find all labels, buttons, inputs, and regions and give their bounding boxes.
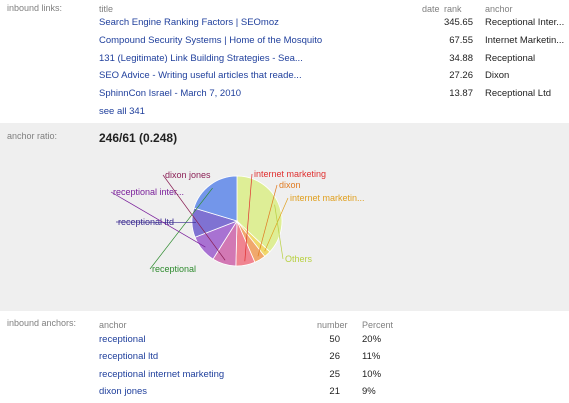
anchor-text-link[interactable]: receptional ltd <box>99 351 159 362</box>
link-anchor: Internet Marketin... <box>485 35 565 46</box>
link-rank: 345.65 <box>443 17 473 28</box>
anchor-text-link[interactable]: receptional <box>99 334 146 345</box>
anchor-text-link[interactable]: dixon jones <box>99 386 148 397</box>
pie-leader-line <box>162 174 226 261</box>
pie-label: Others <box>285 254 313 264</box>
table-row: Compound Security Systems | Home of the … <box>0 35 569 52</box>
link-title[interactable]: 131 (Legitimate) Link Building Strategie… <box>99 53 303 64</box>
pie-label: receptional <box>152 264 196 274</box>
inbound-anchors-section: inbound anchors: anchor number Percent r… <box>0 311 569 400</box>
pie-label: internet marketin... <box>290 193 365 203</box>
anchor-ratio-value: 246/61 (0.248) <box>99 131 178 145</box>
anchor-number: 26 <box>329 351 340 362</box>
table-row: SEO Advice - Writing useful articles tha… <box>0 70 569 87</box>
inbound-anchors-label: inbound anchors: <box>7 318 77 328</box>
pie-slice-receptional <box>193 175 238 222</box>
link-anchor: Receptional Ltd <box>485 88 552 99</box>
pie-leader-line <box>115 221 197 223</box>
col-header-rank: rank <box>444 4 462 14</box>
pie-leader-line <box>110 191 206 248</box>
link-title[interactable]: Search Engine Ranking Factors | SEOmoz <box>99 17 279 28</box>
anchor-number: 25 <box>329 369 340 380</box>
pie-slice-others <box>236 175 283 253</box>
table-row: receptional 50 20% <box>0 334 569 351</box>
inbound-links-label: inbound links: <box>7 3 63 13</box>
pie-leader-line <box>257 184 278 257</box>
link-title[interactable]: Compound Security Systems | Home of the … <box>99 35 323 46</box>
pie-label: receptional ltd <box>118 217 174 227</box>
inbound-links-section: inbound links: title date rank anchor Se… <box>0 0 569 123</box>
anchor-ratio-label: anchor ratio: <box>7 131 58 141</box>
anchor-number: 21 <box>329 386 340 397</box>
pie-label: receptional inter... <box>113 187 184 197</box>
anchor-text-link[interactable]: receptional internet marketing <box>99 369 225 380</box>
anchor-number: 50 <box>329 334 340 345</box>
table-row: dixon jones 21 9% <box>0 386 569 403</box>
anchor-ratio-section: anchor ratio: 246/61 (0.248) receptional… <box>0 123 569 311</box>
link-anchor: Receptional Inter... <box>485 17 565 28</box>
pie-leader-line <box>264 197 289 252</box>
pie-leader-line <box>274 204 284 260</box>
link-rank: 67.55 <box>449 35 473 46</box>
col-header-anchor: anchor <box>485 4 513 14</box>
link-rank: 34.88 <box>449 53 473 64</box>
pie-leader-line <box>149 187 213 270</box>
link-rank: 27.26 <box>449 70 473 81</box>
anchor-percent: 20% <box>362 334 382 345</box>
col-header-title: title <box>99 4 114 14</box>
table-row: receptional ltd 26 11% <box>0 351 569 368</box>
link-anchor: Receptional <box>485 53 536 64</box>
col-header-date: date <box>422 4 440 14</box>
pie-label: dixon <box>279 180 301 190</box>
anchor-pie-chart: receptional receptional ltd receptional in… <box>110 169 365 274</box>
link-title[interactable]: SEO Advice - Writing useful articles tha… <box>99 70 302 81</box>
link-rank: 13.87 <box>449 88 473 99</box>
col-header-anchor: anchor <box>99 320 127 330</box>
pie-label: internet marketing <box>254 169 326 179</box>
pie-leader-line <box>244 173 253 262</box>
anchor-percent: 10% <box>362 369 382 380</box>
table-row: 131 (Legitimate) Link Building Strategie… <box>0 53 569 70</box>
pie-label: dixon jones <box>165 170 211 180</box>
see-all-link[interactable]: see all 341 <box>99 106 145 117</box>
anchor-percent: 11% <box>362 351 381 362</box>
link-title[interactable]: SphinnCon Israel - March 7, 2010 <box>99 88 242 99</box>
table-row: Search Engine Ranking Factors | SEOmoz 3… <box>0 17 569 34</box>
table-row: receptional internet marketing 25 10% <box>0 369 569 386</box>
col-header-percent: Percent <box>362 320 394 330</box>
anchor-percent: 9% <box>362 386 376 397</box>
col-header-number: number <box>317 320 348 330</box>
table-row: SphinnCon Israel - March 7, 2010 13.87 R… <box>0 88 569 105</box>
link-anchor: Dixon <box>485 70 510 81</box>
